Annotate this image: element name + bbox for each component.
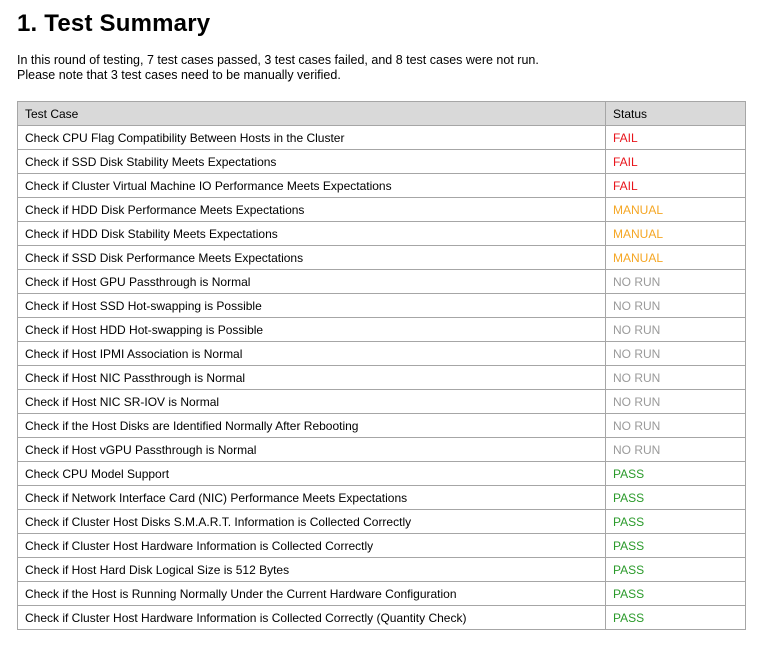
status: NO RUN — [605, 389, 746, 414]
status: NO RUN — [605, 341, 746, 366]
table-row: Check CPU Flag Compatibility Between Hos… — [17, 125, 746, 150]
test-case: Check if Cluster Host Disks S.M.A.R.T. I… — [17, 509, 606, 534]
status: FAIL — [605, 173, 746, 198]
test-case: Check if the Host Disks are Identified N… — [17, 413, 606, 438]
status: NO RUN — [605, 413, 746, 438]
table-row: Check CPU Model Support PASS — [17, 461, 746, 486]
table-row: Check if Cluster Host Hardware Informati… — [17, 605, 746, 630]
table-row: Check if Host NIC SR-IOV is Normal NO RUN — [17, 389, 746, 414]
test-case: Check if Host NIC Passthrough is Normal — [17, 365, 606, 390]
table-row: Check if SSD Disk Performance Meets Expe… — [17, 245, 746, 270]
intro-line: In this round of testing, 7 test cases p… — [17, 53, 539, 67]
table-row: Check if HDD Disk Performance Meets Expe… — [17, 197, 746, 222]
status: PASS — [605, 605, 746, 630]
table-row: Check if the Host Disks are Identified N… — [17, 413, 746, 438]
test-case: Check if Host HDD Hot-swapping is Possib… — [17, 317, 606, 342]
table-row: Check if SSD Disk Stability Meets Expect… — [17, 149, 746, 174]
test-case: Check if Cluster Host Hardware Informati… — [17, 605, 606, 630]
summary-table: Test Case Status Check CPU Flag Compatib… — [17, 101, 746, 630]
status: MANUAL — [605, 197, 746, 222]
section-title: 1. Test Summary — [17, 10, 211, 37]
table-row: Check if the Host is Running Normally Un… — [17, 581, 746, 606]
status: FAIL — [605, 125, 746, 150]
status: NO RUN — [605, 365, 746, 390]
status: NO RUN — [605, 317, 746, 342]
status: FAIL — [605, 149, 746, 174]
status: NO RUN — [605, 269, 746, 294]
table-row: Check if HDD Disk Stability Meets Expect… — [17, 221, 746, 246]
test-case: Check if Host IPMI Association is Normal — [17, 341, 606, 366]
status: MANUAL — [605, 245, 746, 270]
status: PASS — [605, 557, 746, 582]
table-row: Check if Host GPU Passthrough is Normal N… — [17, 269, 746, 294]
column-header: Status — [605, 101, 746, 126]
table-row: Check if Cluster Host Hardware Informati… — [17, 533, 746, 558]
table-row: Check if Cluster Host Disks S.M.A.R.T. I… — [17, 509, 746, 534]
test-case: Check if Host NIC SR-IOV is Normal — [17, 389, 606, 414]
status: MANUAL — [605, 221, 746, 246]
status: PASS — [605, 581, 746, 606]
test-case: Check if Host SSD Hot-swapping is Possib… — [17, 293, 606, 318]
status: NO RUN — [605, 437, 746, 462]
table-row: Check if Network Interface Card (NIC) Pe… — [17, 485, 746, 510]
status: PASS — [605, 485, 746, 510]
test-case: Check if the Host is Running Normally Un… — [17, 581, 606, 606]
table-row: Check if Host vGPU Passthrough is Normal… — [17, 437, 746, 462]
header-row: Test Case Status — [17, 101, 746, 126]
table-row: Check if Host NIC Passthrough is Normal N… — [17, 365, 746, 390]
test-case: Check CPU Flag Compatibility Between Hos… — [17, 125, 606, 150]
test-case: Check if SSD Disk Performance Meets Expe… — [17, 245, 606, 270]
intro: In this round of testing, 7 test cases p… — [17, 53, 539, 83]
status: NO RUN — [605, 293, 746, 318]
intro-line: Please note that 3 test cases need to be… — [17, 68, 341, 82]
table-row: Check if Host Hard Disk Logical Size is … — [17, 557, 746, 582]
test-case: Check if HDD Disk Performance Meets Expe… — [17, 197, 606, 222]
test-case: Check if Host Hard Disk Logical Size is … — [17, 557, 606, 582]
test-case: Check if Cluster Virtual Machine IO Perf… — [17, 173, 606, 198]
test-case: Check if SSD Disk Stability Meets Expect… — [17, 149, 606, 174]
table-row: Check if Host HDD Hot-swapping is Possib… — [17, 317, 746, 342]
test-case: Check if Cluster Host Hardware Informati… — [17, 533, 606, 558]
table-body: Check CPU Flag Compatibility Between Hos… — [17, 125, 746, 630]
table-header: Test Case Status — [17, 101, 746, 126]
table-row: Check if Cluster Virtual Machine IO Perf… — [17, 173, 746, 198]
status: PASS — [605, 509, 746, 534]
table-row: Check if Host SSD Hot-swapping is Possib… — [17, 293, 746, 318]
test-case: Check if HDD Disk Stability Meets Expect… — [17, 221, 606, 246]
table-row: Check if Host IPMI Association is Normal… — [17, 341, 746, 366]
test-case: Check if Network Interface Card (NIC) Pe… — [17, 485, 606, 510]
test-case: Check if Host GPU Passthrough is Normal — [17, 269, 606, 294]
status: PASS — [605, 533, 746, 558]
test-case: Check CPU Model Support — [17, 461, 606, 486]
test-case: Check if Host vGPU Passthrough is Normal — [17, 437, 606, 462]
status: PASS — [605, 461, 746, 486]
column-header: Test Case — [17, 101, 606, 126]
